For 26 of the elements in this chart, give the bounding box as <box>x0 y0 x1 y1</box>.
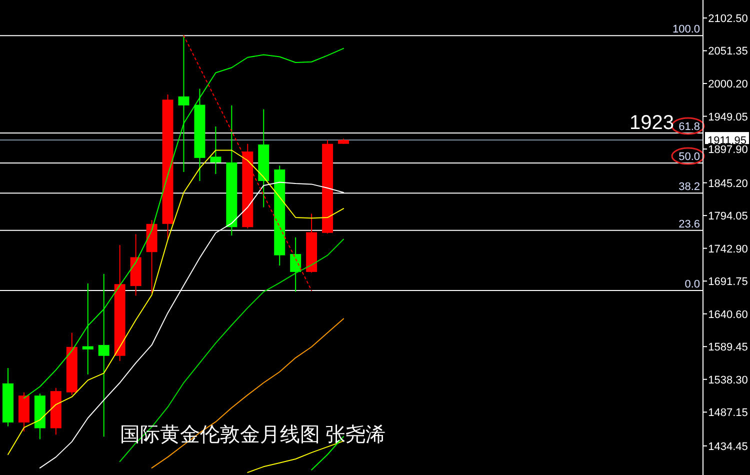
annotation: 国际黄金伦敦金月线图 张尧浠 <box>120 424 386 446</box>
annotation: 38.2 <box>678 181 700 194</box>
annotation: 0.0 <box>684 278 700 291</box>
y-tick-label: 2102.50 <box>708 12 748 25</box>
annotation: 50.0 <box>678 151 700 164</box>
y-tick-label: 2000.20 <box>708 78 748 90</box>
y-tick-label: 1589.45 <box>708 342 748 354</box>
y-tick-label: 1949.05 <box>708 111 748 124</box>
candlestick <box>210 126 222 174</box>
annotation: 23.6 <box>678 218 700 230</box>
line-series <box>119 238 344 462</box>
y-tick-label: 1742.90 <box>708 243 748 256</box>
y-tick-label: 1434.45 <box>708 440 748 453</box>
annotation: 100.0 <box>672 24 700 36</box>
candlestick <box>82 282 94 375</box>
annotation: 1923 <box>630 112 674 134</box>
y-tick-label: 2051.35 <box>708 46 748 58</box>
y-tick-label: 1691.75 <box>708 276 748 288</box>
y-tick-label: 1845.20 <box>708 178 748 190</box>
candlestick <box>290 236 302 292</box>
y-tick-label: 1794.05 <box>708 210 748 223</box>
y-tick-label: 1487.15 <box>708 407 748 420</box>
y-tick-label: 1640.60 <box>708 308 748 321</box>
y-tick-label: 1538.30 <box>708 374 748 386</box>
line-series <box>7 150 344 456</box>
annotation: 61.8 <box>678 120 700 133</box>
